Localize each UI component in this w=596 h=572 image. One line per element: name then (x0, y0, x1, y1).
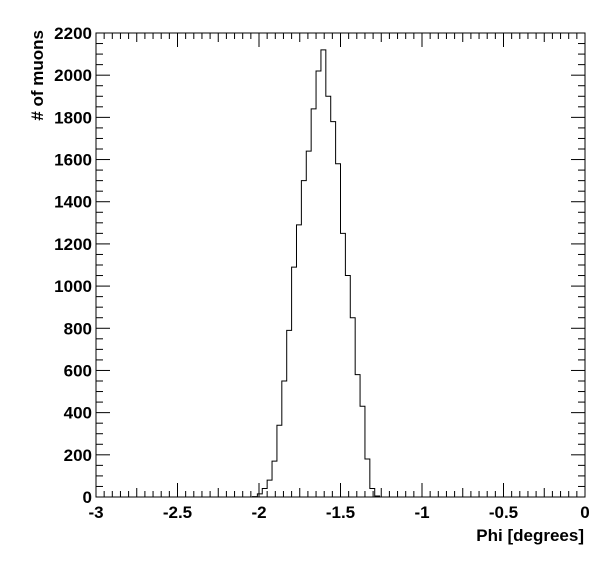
y-tick-label: 200 (64, 446, 92, 465)
y-tick-label: 0 (83, 488, 92, 507)
y-tick-label: 1800 (54, 108, 92, 127)
histogram-series-line (242, 49, 381, 498)
x-tick-label: -0.5 (489, 503, 518, 522)
y-tick-label: 1600 (54, 151, 92, 170)
y-tick-label: 800 (64, 319, 92, 338)
x-axis-label: Phi [degrees] (476, 526, 584, 545)
y-axis-ticks (96, 32, 585, 498)
y-tick-label: 600 (64, 361, 92, 380)
x-axis-ticks (95, 33, 586, 497)
x-tick-label: -2 (251, 503, 266, 522)
y-tick-label: 2000 (54, 66, 92, 85)
y-tick-label: 2200 (54, 24, 92, 43)
y-tick-label: 1200 (54, 235, 92, 254)
y-tick-label: 1400 (54, 193, 92, 212)
x-tick-label: -1.5 (326, 503, 355, 522)
x-tick-label: -1 (414, 503, 429, 522)
y-axis-label: # of muons (28, 30, 47, 121)
plot-frame (95, 32, 586, 498)
x-axis-tick-labels: -3 -2.5 -2 -1.5 -1 -0.5 0 (88, 503, 589, 522)
x-tick-label: 0 (580, 503, 589, 522)
x-tick-label: -2.5 (163, 503, 192, 522)
y-tick-label: 1000 (54, 277, 92, 296)
y-tick-label: 400 (64, 404, 92, 423)
x-tick-label: -3 (88, 503, 103, 522)
y-axis-tick-labels: 0 200 400 600 800 1000 1200 1400 1600 1800 2000 220… (54, 24, 92, 507)
